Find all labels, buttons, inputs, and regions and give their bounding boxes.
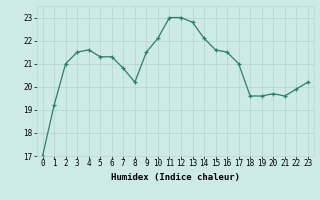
X-axis label: Humidex (Indice chaleur): Humidex (Indice chaleur): [111, 173, 240, 182]
